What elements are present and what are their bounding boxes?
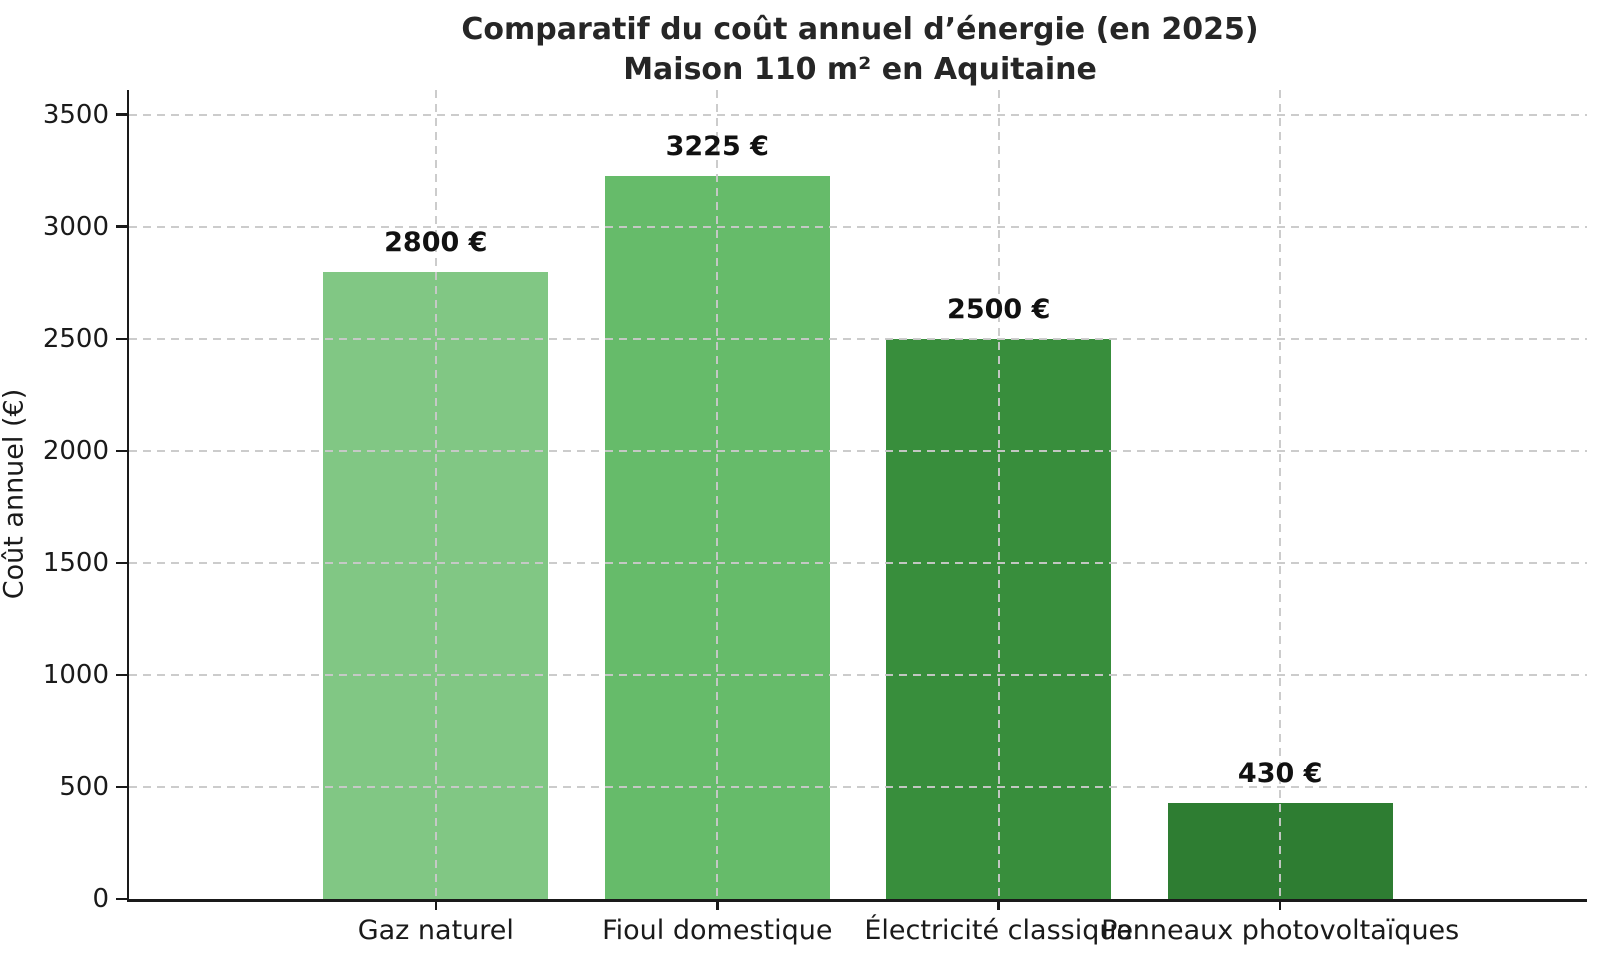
y-tick-label-0: 0 bbox=[92, 884, 109, 914]
x-tick-mark-3 bbox=[1278, 899, 1282, 910]
v-gridline-1 bbox=[716, 90, 719, 899]
h-gridline-2000 bbox=[129, 449, 1587, 452]
y-tick-label-1500: 1500 bbox=[42, 547, 109, 578]
x-tick-mark-1 bbox=[716, 899, 719, 910]
v-gridline-0 bbox=[434, 90, 437, 899]
plot-area: 0 500 1000 1500 2000 2500 3000 3500 Gaz naturel 2… bbox=[43, 90, 1587, 946]
x-tick-label-3: Panneaux photovoltaïques bbox=[1101, 915, 1460, 946]
y-tick-mark-500 bbox=[115, 785, 127, 789]
chart-title: Comparatif du coût annuel d’énergie (en … bbox=[150, 10, 1570, 89]
y-tick-label-2500: 2500 bbox=[42, 323, 109, 354]
x-tick-label-0: Gaz naturel bbox=[357, 915, 514, 946]
v-gridline-3 bbox=[1279, 90, 1282, 899]
y-axis-title: Coût annuel (€) bbox=[0, 388, 30, 600]
y-tick-label-500: 500 bbox=[59, 771, 109, 802]
bar-value-label-3: 430 € bbox=[1237, 757, 1323, 789]
y-tick-mark-0 bbox=[115, 897, 127, 901]
x-tick-mark-2 bbox=[997, 899, 1000, 910]
x-tick-mark-0 bbox=[434, 899, 438, 910]
y-tick-mark-3500 bbox=[115, 113, 127, 116]
y-tick-label-3500: 3500 bbox=[42, 99, 109, 130]
y-axis-spine bbox=[126, 90, 129, 902]
h-gridline-1000 bbox=[129, 673, 1587, 676]
h-gridline-1500 bbox=[129, 561, 1587, 564]
h-gridline-3500 bbox=[129, 113, 1587, 116]
y-tick-mark-1500 bbox=[115, 561, 127, 565]
chart-title-line2: Maison 110 m² en Aquitaine bbox=[623, 51, 1097, 87]
h-gridline-500 bbox=[129, 785, 1587, 788]
y-tick-label-3000: 3000 bbox=[42, 211, 109, 242]
bar-value-label-2: 2500 € bbox=[947, 293, 1051, 325]
h-gridline-3000 bbox=[129, 225, 1587, 228]
x-tick-label-1: Fioul domestique bbox=[602, 915, 833, 946]
x-axis-spine bbox=[126, 899, 1587, 902]
y-tick-label-2000: 2000 bbox=[42, 435, 109, 466]
bar-value-label-0: 2800 € bbox=[384, 226, 488, 258]
y-tick-mark-3000 bbox=[115, 225, 127, 228]
h-gridline-2500 bbox=[129, 337, 1587, 340]
y-tick-label-1000: 1000 bbox=[42, 659, 109, 690]
y-tick-mark-1000 bbox=[115, 673, 127, 677]
v-gridline-2 bbox=[997, 90, 1000, 899]
chart-title-line1: Comparatif du coût annuel d’énergie (en … bbox=[461, 12, 1259, 47]
bar-value-label-1: 3225 € bbox=[665, 131, 769, 163]
x-tick-label-2: Électricité classique bbox=[864, 915, 1134, 946]
y-tick-mark-2000 bbox=[115, 449, 127, 453]
y-tick-mark-2500 bbox=[115, 337, 127, 340]
